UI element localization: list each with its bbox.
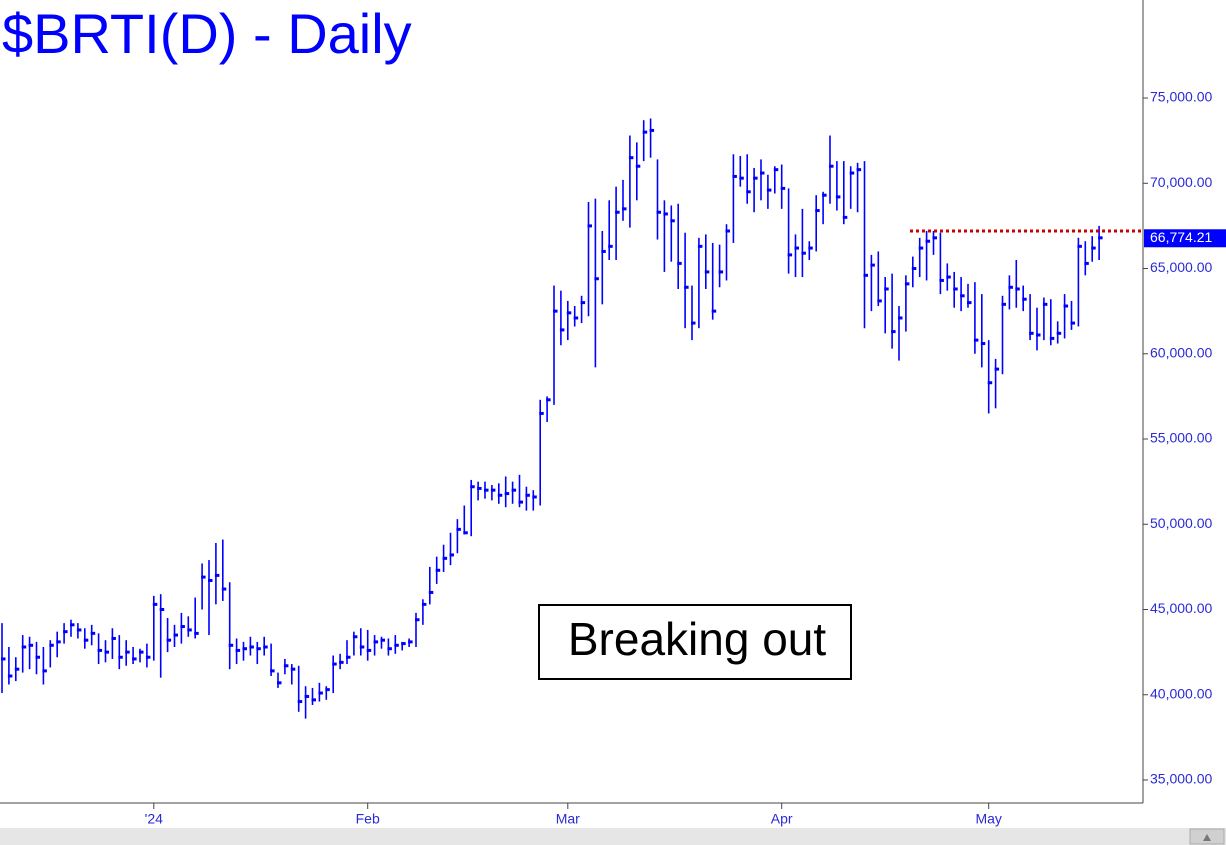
last-price-tag: [1144, 229, 1226, 248]
annotation-box: [538, 604, 852, 680]
y-tick-label: 70,000.00: [1150, 174, 1212, 190]
y-tick-label: 35,000.00: [1150, 771, 1212, 787]
x-tick-label: Apr: [771, 811, 793, 827]
chart-title: $BRTI(D) - Daily: [2, 2, 412, 65]
x-tick-label: Feb: [356, 811, 380, 827]
y-tick-label: 60,000.00: [1150, 344, 1212, 360]
x-tick-label: May: [975, 811, 1001, 827]
x-tick-label: Mar: [556, 811, 580, 827]
y-tick-label: 50,000.00: [1150, 515, 1212, 531]
y-tick-label: 45,000.00: [1150, 600, 1212, 616]
scrollbar[interactable]: [0, 828, 1226, 845]
y-tick-label: 65,000.00: [1150, 259, 1212, 275]
y-tick-label: 40,000.00: [1150, 685, 1212, 701]
annotation: Breaking out: [568, 613, 826, 665]
last-price-label: 66,774.21: [1150, 229, 1212, 245]
y-tick-label: 75,000.00: [1150, 89, 1212, 105]
x-tick-label: '24: [145, 811, 163, 827]
scroll-arrow: [1203, 834, 1211, 841]
y-tick-label: 55,000.00: [1150, 430, 1212, 446]
